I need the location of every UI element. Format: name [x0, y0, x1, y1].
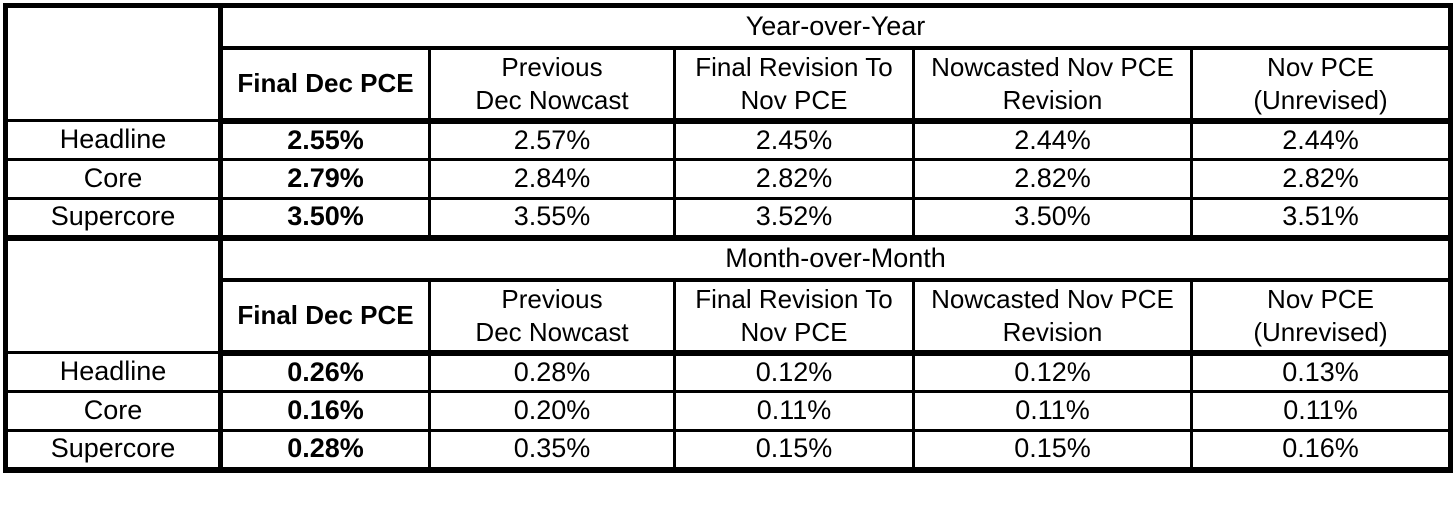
row-label-supercore: Supercore	[4, 429, 223, 473]
section-title-yoy: Year-over-Year	[218, 4, 1453, 50]
data-cell: 0.11%	[1189, 390, 1453, 432]
header-line: Final Revision To	[695, 52, 893, 82]
column-header-final-revision-to-nov-pce: Final Revision To Nov PCE	[673, 46, 915, 124]
data-cell: 2.82%	[673, 158, 915, 200]
data-cell: 0.26%	[219, 351, 431, 393]
data-cell: 3.51%	[1189, 197, 1453, 241]
data-cell: 2.82%	[1189, 158, 1453, 200]
header-line: Nov PCE	[1267, 284, 1374, 314]
header-line: Nov PCE	[740, 316, 848, 347]
data-cell: 2.44%	[1189, 119, 1453, 161]
table-row-mom-core: Core 0.16% 0.20% 0.11% 0.11% 0.11%	[4, 390, 1453, 432]
column-header-row: Final Dec PCE Previous Dec Nowcast Final…	[6, 278, 1453, 356]
data-cell: 0.11%	[673, 390, 915, 432]
data-cell: 2.82%	[912, 158, 1193, 200]
data-cell: 0.28%	[428, 351, 676, 393]
row-label-headline: Headline	[4, 351, 223, 393]
header-line: Dec Nowcast	[475, 84, 629, 115]
column-header-previous-dec-nowcast: Previous Dec Nowcast	[428, 46, 676, 124]
data-cell: 0.28%	[219, 429, 431, 473]
row-label-supercore: Supercore	[4, 197, 223, 241]
section-title-mom: Month-over-Month	[218, 236, 1453, 282]
header-line: Nov PCE	[740, 84, 848, 115]
header-line: Nowcasted Nov PCE	[931, 52, 1174, 82]
data-cell: 0.15%	[912, 429, 1193, 473]
table-row-mom-supercore: Supercore 0.28% 0.35% 0.15% 0.15% 0.16%	[4, 429, 1453, 473]
data-cell: 2.55%	[219, 119, 431, 161]
data-cell: 3.52%	[673, 197, 915, 241]
section-title-row-mom: Month-over-Month	[4, 236, 1453, 354]
header-line: Previous	[501, 52, 603, 82]
row-label-headline: Headline	[4, 119, 223, 161]
header-line: Nov PCE	[1267, 52, 1374, 82]
data-cell: 0.12%	[912, 351, 1193, 393]
column-header-nowcasted-nov-pce-revision: Nowcasted Nov PCE Revision	[912, 278, 1193, 356]
column-header-nov-pce-unrevised: Nov PCE (Unrevised)	[1189, 46, 1453, 124]
data-cell: 2.44%	[912, 119, 1193, 161]
header-line: Previous	[501, 284, 603, 314]
header-line: (Unrevised)	[1253, 84, 1388, 115]
data-cell: 2.57%	[428, 119, 676, 161]
column-header-previous-dec-nowcast: Previous Dec Nowcast	[428, 278, 676, 356]
data-cell: 3.50%	[219, 197, 431, 241]
row-label-core: Core	[4, 390, 223, 432]
pce-revisions-table: Year-over-Year Final Dec PCE Previous De…	[3, 3, 1454, 473]
data-cell: 0.13%	[1189, 351, 1453, 393]
table-row-mom-headline: Headline 0.26% 0.28% 0.12% 0.12% 0.13%	[4, 351, 1453, 393]
data-cell: 2.45%	[673, 119, 915, 161]
data-cell: 0.12%	[673, 351, 915, 393]
corner-cell	[4, 4, 223, 122]
column-header-nov-pce-unrevised: Nov PCE (Unrevised)	[1189, 278, 1453, 356]
data-cell: 3.55%	[428, 197, 676, 241]
data-cell: 0.11%	[912, 390, 1193, 432]
data-cell: 3.50%	[912, 197, 1193, 241]
header-line: Nowcasted Nov PCE	[931, 284, 1174, 314]
column-header-final-dec-pce: Final Dec PCE	[219, 46, 431, 124]
header-line: Revision	[1002, 84, 1103, 115]
table-row-yoy-supercore: Supercore 3.50% 3.55% 3.52% 3.50% 3.51%	[4, 197, 1453, 241]
column-header-nowcasted-nov-pce-revision: Nowcasted Nov PCE Revision	[912, 46, 1193, 124]
data-cell: 2.84%	[428, 158, 676, 200]
section-title-row-yoy: Year-over-Year	[4, 4, 1453, 122]
column-header-final-dec-pce: Final Dec PCE	[219, 278, 431, 356]
column-header-row: Final Dec PCE Previous Dec Nowcast Final…	[6, 46, 1453, 124]
table-row-yoy-headline: Headline 2.55% 2.57% 2.45% 2.44% 2.44%	[4, 119, 1453, 161]
column-header-final-revision-to-nov-pce: Final Revision To Nov PCE	[673, 278, 915, 356]
data-cell: 0.15%	[673, 429, 915, 473]
corner-cell	[4, 236, 223, 354]
header-line: Dec Nowcast	[475, 316, 629, 347]
data-cell: 0.35%	[428, 429, 676, 473]
data-cell: 0.16%	[1189, 429, 1453, 473]
row-label-core: Core	[4, 158, 223, 200]
header-line: Final Revision To	[695, 284, 893, 314]
data-cell: 2.79%	[219, 158, 431, 200]
header-line: Revision	[1002, 316, 1103, 347]
table-row-yoy-core: Core 2.79% 2.84% 2.82% 2.82% 2.82%	[4, 158, 1453, 200]
data-cell: 0.20%	[428, 390, 676, 432]
data-cell: 0.16%	[219, 390, 431, 432]
header-line: (Unrevised)	[1253, 316, 1388, 347]
